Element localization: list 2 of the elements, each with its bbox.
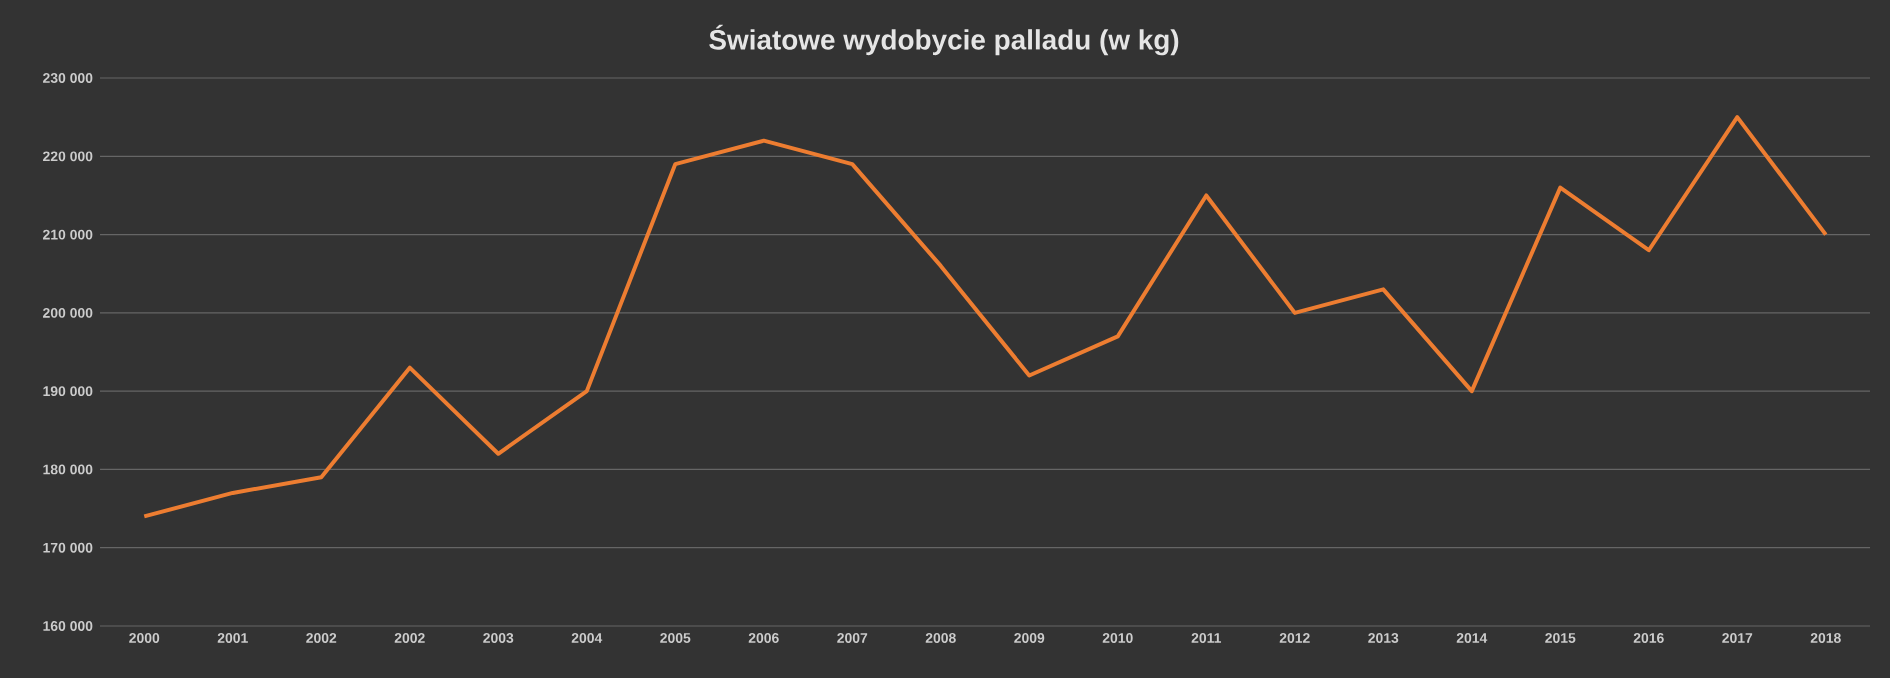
line-series [142, 115, 1828, 519]
chart-title: Światowe wydobycie palladu (w kg) [709, 24, 1179, 56]
